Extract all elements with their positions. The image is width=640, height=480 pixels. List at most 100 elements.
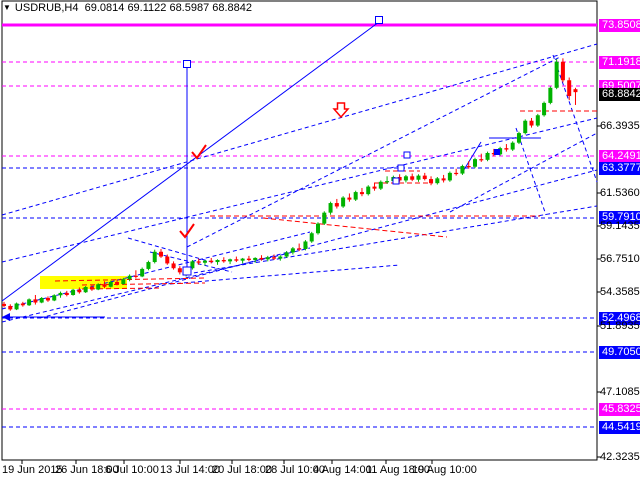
candle-body [416, 175, 421, 180]
candle-body [372, 186, 377, 189]
candle-body [196, 261, 201, 263]
candle-body [479, 159, 484, 161]
price-line-label: 44.5419 [599, 420, 640, 434]
price-line-label: 73.8508 [599, 18, 640, 32]
price-axis-tick-label: 61.5360 [600, 186, 640, 199]
candle-body [14, 303, 19, 310]
candle-body [83, 287, 88, 293]
candle-body [265, 257, 270, 260]
candle-body [71, 289, 76, 295]
candle-body [498, 148, 503, 155]
candle-body [473, 159, 477, 167]
candle-body [510, 142, 515, 150]
candle-body [535, 115, 540, 126]
check-mark-icon [179, 223, 195, 239]
time-axis-label: 6 Jul 10:00 [105, 464, 159, 476]
dashed-trendline [127, 237, 216, 264]
square-handle [397, 164, 405, 172]
highlight-zone [40, 276, 127, 289]
time-axis-label: 19 Aug 10:00 [412, 464, 477, 476]
candle-body [410, 176, 415, 180]
candle-body [441, 178, 446, 181]
candle-body [422, 175, 427, 180]
check-mark-icon [191, 144, 207, 160]
price-line-label: 59.7910 [599, 210, 640, 224]
candle-body [397, 176, 402, 181]
candle-body [39, 297, 44, 303]
candle-body [290, 248, 295, 253]
candle-body [429, 179, 434, 184]
candle-body [8, 305, 13, 310]
ohlc-values-label: 69.0814 69.1122 68.5987 68.8842 [84, 2, 253, 14]
price-line-label: 49.7050 [599, 345, 640, 359]
dashed-trendline [39, 169, 598, 319]
candle-body [102, 284, 107, 287]
candle-body [460, 166, 465, 174]
price-axis-tick-label: 54.3585 [600, 285, 640, 298]
candle-body [58, 292, 63, 296]
ray-left-arrow-icon [2, 313, 10, 321]
symbol-period-label: USDRUB,H4 [14, 2, 79, 14]
candle-body [228, 259, 233, 262]
candle-body [240, 258, 245, 261]
candle-body [504, 148, 509, 150]
candle-body [108, 281, 113, 287]
square-handle [392, 177, 400, 185]
candle-body [20, 303, 25, 306]
candle-body [447, 172, 452, 181]
candle-body [133, 275, 138, 277]
candle-body [152, 251, 157, 263]
candle-body [64, 292, 69, 295]
dashed-trendline [515, 127, 547, 216]
price-axis-tick-label: 66.3935 [600, 119, 640, 132]
candle-body [159, 251, 163, 257]
candle-body [146, 262, 151, 269]
candle-body [165, 256, 170, 264]
candle-body [177, 268, 182, 273]
candle-body [385, 181, 390, 183]
candle-body [366, 186, 371, 195]
candle-body [96, 284, 101, 290]
candle-body [454, 172, 459, 175]
candle-body [403, 176, 408, 181]
solid-trendline [461, 141, 482, 174]
dashed-trendline [1, 247, 311, 323]
candle-body [190, 261, 195, 269]
candle-body [33, 299, 38, 303]
candle-body [171, 263, 176, 269]
price-axis-tick-label: 47.1085 [600, 385, 640, 398]
candle-body [45, 297, 50, 301]
candle-body [341, 197, 346, 207]
symbol-dropdown-icon[interactable]: ▼ [3, 3, 11, 12]
candle-body [573, 89, 578, 93]
time-axis-label: 11 Aug 18:00 [366, 464, 431, 476]
candle-body [316, 223, 320, 234]
candle-body [259, 257, 264, 260]
candle-body [328, 203, 333, 213]
solid-trendline [1, 21, 380, 302]
dashed-trendline [449, 132, 598, 213]
price-line-label: 64.2491 [599, 149, 640, 163]
candle-body [309, 233, 314, 242]
square-handle [375, 16, 383, 24]
price-axis-tick-label: 42.3235 [600, 450, 640, 463]
candle-body [322, 212, 327, 224]
price-axis-tick-label: 59.1435 [600, 219, 640, 232]
dashed-trendline [552, 54, 598, 183]
dashed-trendline [169, 264, 401, 285]
time-axis-label: 19 Jun 2015 [2, 464, 63, 476]
candle-body [485, 152, 490, 160]
candle-body [140, 268, 145, 277]
down-arrow-icon [332, 102, 350, 119]
candle-body [548, 87, 553, 103]
candle-body [560, 61, 565, 81]
candle-body [297, 248, 302, 250]
time-axis-label: 13 Jul 14:00 [160, 464, 220, 476]
price-line-label: 52.4968 [599, 311, 640, 325]
candle-body [202, 260, 207, 263]
candle-body [347, 197, 352, 200]
candle-body [542, 102, 547, 116]
candle-body [378, 181, 383, 189]
